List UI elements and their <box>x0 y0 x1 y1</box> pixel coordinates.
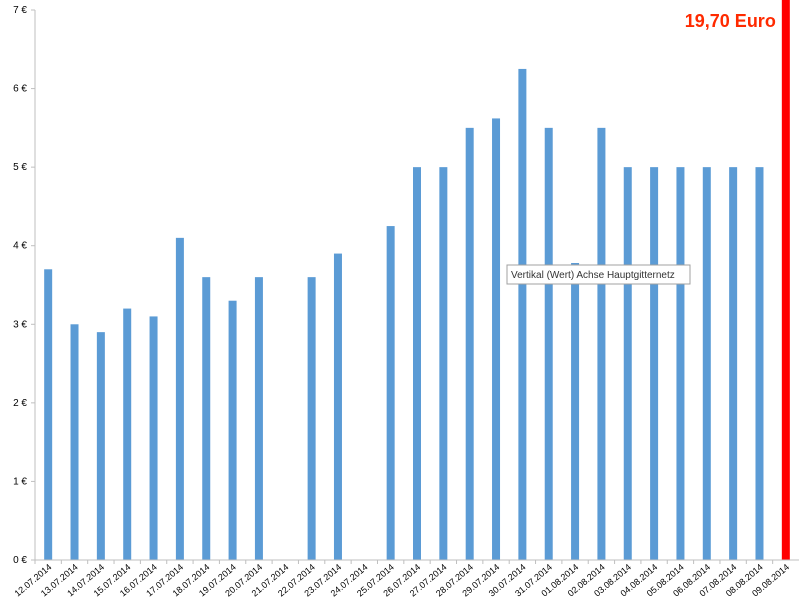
bar <box>571 263 580 560</box>
bar <box>96 332 105 560</box>
bar <box>202 277 211 560</box>
bar <box>465 127 474 560</box>
bar <box>413 167 421 560</box>
y-tick-label: 3 € <box>13 319 27 330</box>
plot-area <box>44 0 790 560</box>
value-label: 19,70 Euro <box>685 11 776 31</box>
y-tick-label: 2 € <box>13 398 27 409</box>
bar <box>597 127 606 560</box>
tooltip-box <box>506 264 691 285</box>
tooltip: Vertikal (Wert) Achse Hauptgitternetz <box>511 270 675 281</box>
bar <box>518 68 527 560</box>
bar <box>149 316 158 560</box>
bar <box>544 127 553 560</box>
bar <box>44 269 53 560</box>
bar <box>333 253 342 560</box>
bar <box>676 167 685 560</box>
y-tick-label: 1 € <box>13 476 27 487</box>
y-tick-label: 0 € <box>13 555 27 566</box>
y-tick-label: 5 € <box>13 162 27 173</box>
bar <box>623 167 632 560</box>
bar <box>70 324 79 560</box>
bar <box>729 167 738 560</box>
bar <box>781 0 790 560</box>
bar <box>254 277 263 560</box>
bar <box>175 237 184 560</box>
y-tick-label: 6 € <box>13 84 27 95</box>
bar <box>755 167 764 560</box>
bar <box>492 118 501 560</box>
y-tick-label: 4 € <box>13 241 27 252</box>
bar <box>386 226 395 560</box>
bar <box>650 167 659 560</box>
bar <box>702 167 711 560</box>
bar <box>307 277 316 560</box>
bar <box>123 308 132 560</box>
bar <box>439 167 448 560</box>
y-tick-label: 7 € <box>13 5 27 16</box>
bar <box>228 300 237 560</box>
